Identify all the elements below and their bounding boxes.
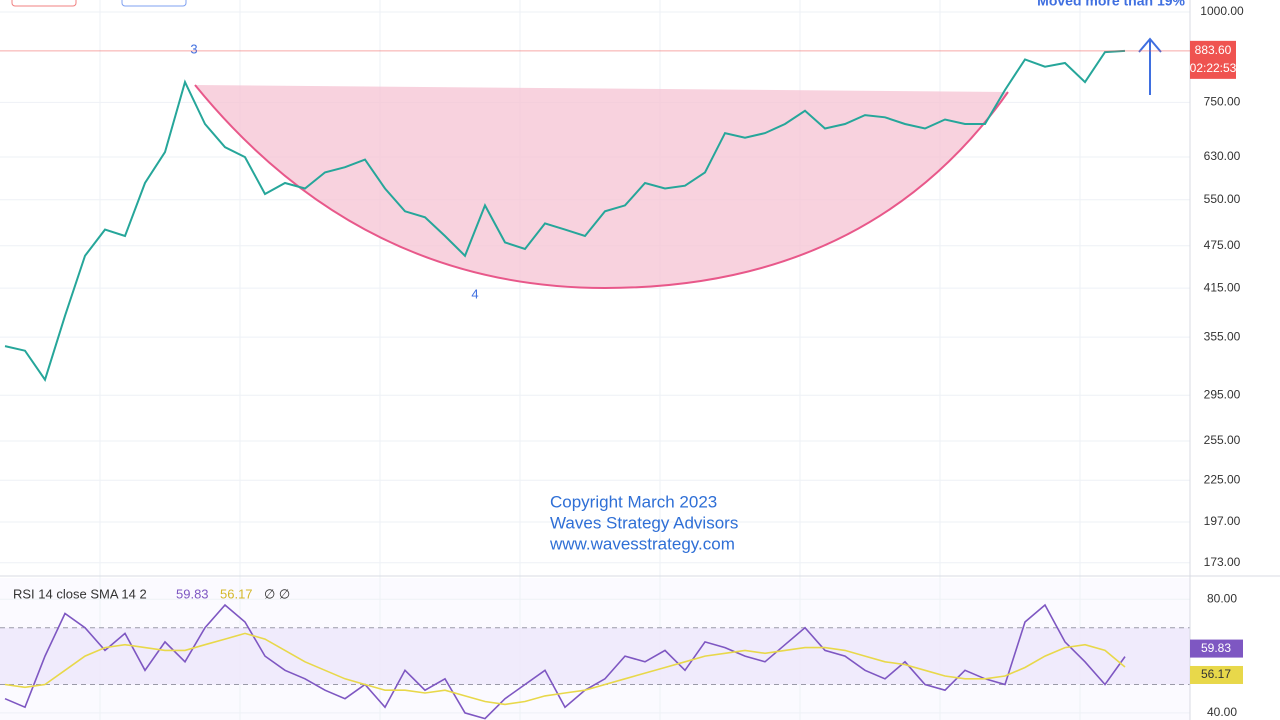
rsi-band <box>0 627 1190 685</box>
cup-curve <box>194 84 1009 290</box>
y-tick-label: 750.00 <box>1204 94 1241 108</box>
series-line <box>4 49 1126 382</box>
legend-value: 59.83 <box>176 586 209 601</box>
y-tick-label: 255.00 <box>1204 433 1241 447</box>
y-tick-label: 225.00 <box>1204 472 1241 486</box>
legend-extra: ∅ ∅ <box>264 586 290 601</box>
legend-value: 56.17 <box>220 586 253 601</box>
y-tick-label: 630.00 <box>1204 149 1241 163</box>
y-tick-label: 295.00 <box>1204 387 1241 401</box>
last-price-label: 883.60 <box>1195 43 1232 57</box>
y-tick-label: 415.00 <box>1204 280 1241 294</box>
toolbar-box <box>121 0 187 7</box>
y-tick-label: 197.00 <box>1204 514 1241 528</box>
y-tick-label: 173.00 <box>1204 555 1241 569</box>
y-tick-label: 475.00 <box>1204 238 1241 252</box>
wave-label: 4 <box>471 286 478 301</box>
countdown: 02:22:53 <box>1190 61 1237 75</box>
y-tick-label: 355.00 <box>1204 329 1241 343</box>
y-tick-label: 550.00 <box>1204 192 1241 206</box>
y-tick-label: 80.00 <box>1207 591 1237 605</box>
series-line <box>4 632 1126 706</box>
cup-fill <box>195 85 1008 288</box>
wave-label: 3 <box>190 41 197 56</box>
indicator-title: RSI 14 close SMA 14 2 <box>13 586 147 601</box>
last-value-box <box>1190 665 1243 684</box>
toolbar-box <box>11 0 77 7</box>
last-value-label: 56.17 <box>1201 667 1231 681</box>
watermark: www.wavesstrategy.com <box>549 534 735 553</box>
annotation: Moved more than 19% <box>1037 0 1185 9</box>
last-value-label: 59.83 <box>1201 641 1231 655</box>
y-tick-label: 40.00 <box>1207 705 1237 719</box>
last-price-box <box>1190 40 1236 79</box>
last-value-box <box>1190 639 1243 658</box>
series-line <box>4 603 1126 720</box>
watermark: Copyright March 2023 <box>550 492 717 511</box>
up-arrow-head <box>1138 37 1162 53</box>
watermark: Waves Strategy Advisors <box>550 513 738 532</box>
y-tick-label: 1000.00 <box>1200 4 1244 18</box>
